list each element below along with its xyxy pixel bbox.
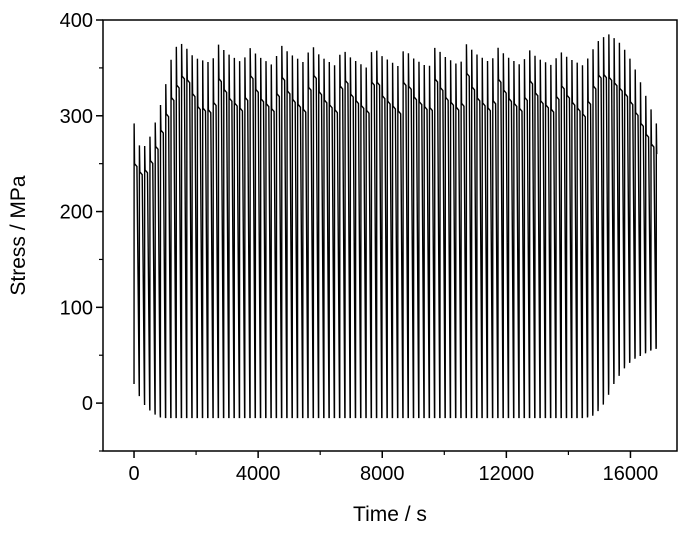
x-tick-label: 4000 xyxy=(236,463,281,485)
x-tick-label: 12000 xyxy=(479,463,535,485)
plot-frame xyxy=(102,19,678,452)
y-tick-label: 400 xyxy=(60,10,93,32)
y-tick-label: 0 xyxy=(82,393,93,415)
series-layer xyxy=(133,34,658,419)
y-tick-label: 100 xyxy=(60,297,93,319)
y-tick-label: 200 xyxy=(60,202,93,224)
x-axis-title: Time / s xyxy=(353,503,427,526)
stress-series-line xyxy=(133,34,658,419)
y-axis-title: Stress / MPa xyxy=(7,175,30,296)
x-tick-label: 8000 xyxy=(360,463,405,485)
x-tick-label: 16000 xyxy=(603,463,659,485)
x-tick-label: 0 xyxy=(128,463,139,485)
axes-layer: 0 4000 8000 12000 16000 0 100 200 300 400 xyxy=(60,10,659,485)
y-tick-label: 300 xyxy=(60,106,93,128)
